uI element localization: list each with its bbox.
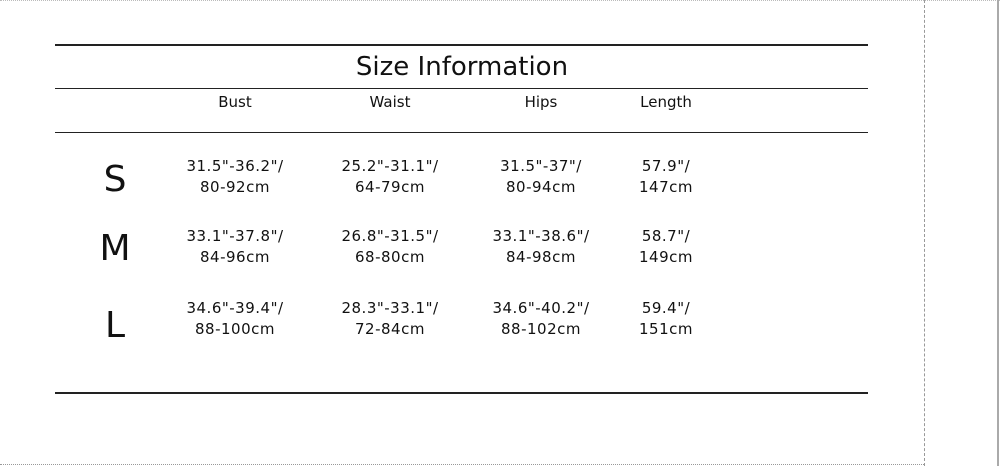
top-rule [55, 44, 868, 46]
cm-value: 72-84cm [355, 320, 425, 338]
cm-value: 80-94cm [506, 178, 576, 196]
measurement-cell: 33.1"-38.6"/ 84-98cm [461, 226, 621, 268]
dashed-guide-line [924, 0, 925, 466]
cm-value: 84-98cm [506, 248, 576, 266]
measurement-cell: 58.7"/ 149cm [586, 226, 746, 268]
cm-value: 64-79cm [355, 178, 425, 196]
inch-value: 25.2"-31.1"/ [341, 157, 439, 175]
column-header-bust: Bust [218, 93, 252, 111]
size-label: S [103, 159, 127, 200]
measurement-cell: 34.6"-40.2"/ 88-102cm [461, 298, 621, 340]
cm-value: 151cm [639, 320, 693, 338]
bottom-rule [55, 392, 868, 394]
inch-value: 33.1"-37.8"/ [186, 227, 284, 245]
frame-border-bottom [0, 464, 924, 465]
title-rule [55, 88, 868, 89]
inch-value: 57.9"/ [641, 157, 691, 175]
measurement-cell: 59.4"/ 151cm [586, 298, 746, 340]
inch-value: 34.6"-39.4"/ [186, 299, 284, 317]
cm-value: 149cm [639, 248, 693, 266]
frame-border-right [997, 0, 999, 466]
frame-border-top [0, 0, 1000, 1]
measurement-cell: 31.5"-36.2"/ 80-92cm [155, 156, 315, 198]
size-label: M [99, 228, 131, 269]
inch-value: 31.5"-36.2"/ [186, 157, 284, 175]
column-header-hips: Hips [524, 93, 558, 111]
measurement-cell: 57.9"/ 147cm [586, 156, 746, 198]
cm-value: 147cm [639, 178, 693, 196]
inch-value: 33.1"-38.6"/ [492, 227, 590, 245]
inch-value: 26.8"-31.5"/ [341, 227, 439, 245]
measurement-cell: 33.1"-37.8"/ 84-96cm [155, 226, 315, 268]
inch-value: 34.6"-40.2"/ [492, 299, 590, 317]
size-label: L [104, 305, 126, 346]
measurement-cell: 25.2"-31.1"/ 64-79cm [310, 156, 470, 198]
column-header-waist: Waist [369, 93, 411, 111]
cm-value: 80-92cm [200, 178, 270, 196]
cm-value: 68-80cm [355, 248, 425, 266]
inch-value: 59.4"/ [641, 299, 691, 317]
inch-value: 31.5"-37"/ [500, 157, 582, 175]
inch-value: 58.7"/ [641, 227, 691, 245]
header-rule [55, 132, 868, 133]
measurement-cell: 28.3"-33.1"/ 72-84cm [310, 298, 470, 340]
cm-value: 88-100cm [195, 320, 275, 338]
column-header-length: Length [640, 93, 692, 111]
measurement-cell: 26.8"-31.5"/ 68-80cm [310, 226, 470, 268]
table-title: Size Information [355, 52, 569, 82]
inch-value: 28.3"-33.1"/ [341, 299, 439, 317]
measurement-cell: 31.5"-37"/ 80-94cm [461, 156, 621, 198]
cm-value: 88-102cm [501, 320, 581, 338]
cm-value: 84-96cm [200, 248, 270, 266]
measurement-cell: 34.6"-39.4"/ 88-100cm [155, 298, 315, 340]
